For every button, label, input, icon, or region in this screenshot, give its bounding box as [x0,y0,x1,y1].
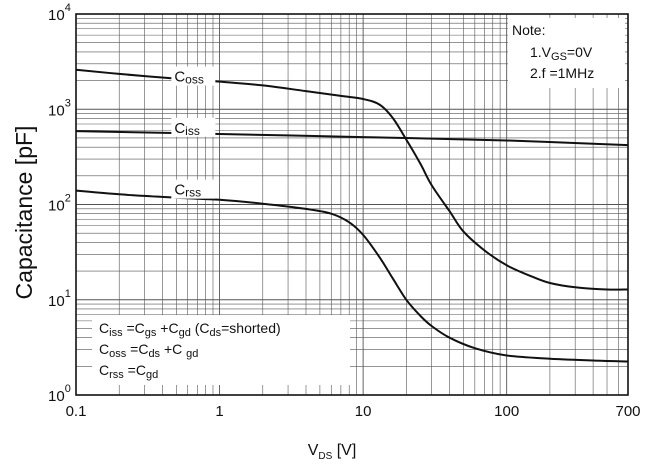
note-title: Note: [512,22,545,38]
x-tick-label: 100 [494,403,519,420]
note-box: Note: 1.VGS=0V 2.f =1MHz [508,18,625,88]
x-axis-title: VDS [V] [308,442,357,462]
equation-line: Ciss =Cgs +Cgd (Cds=shorted) [99,320,281,339]
y-tick-label: 101 [48,288,71,310]
y-axis-title: Capacitance [pF] [11,126,37,300]
tick-labels: 0.1 1 10 100 700 100 101 102 103 104 [48,2,641,420]
y-tick-label: 104 [48,2,71,24]
note-line-2: 2.f =1MHz [530,65,594,81]
axis-titles: VDS [V] Capacitance [pF] [11,126,356,462]
series-label-bg [171,117,216,137]
series-label-bg [171,66,216,86]
x-tick-label: 0.1 [66,403,87,420]
plot-frame [75,13,629,396]
series-label-coss: Coss [174,69,204,87]
equations-box: Ciss =Cgs +Cgd (Cds=shorted) Coss =Cds +C… [92,315,350,385]
curve-crss [75,189,629,363]
x-tick-label: 1 [215,403,223,420]
series-label-bg [171,179,216,199]
curve-ciss [75,130,629,147]
series-label-ciss: Ciss [174,120,200,138]
series-label-crss: Crss [174,182,201,200]
note-line-1: 1.VGS=0V [530,44,593,63]
y-tick-label: 102 [48,193,71,215]
series-curves [75,68,629,363]
equations-bg [92,315,350,385]
plot-border [75,13,629,396]
equation-line: Crss =Cgd [99,362,158,381]
y-tick-label: 100 [48,383,71,405]
y-tick-label: 103 [48,97,71,119]
equation-line: Coss =Cds +C gd [99,341,198,360]
x-tick-label: 700 [615,403,640,420]
note-bg [508,18,625,88]
curve-coss [75,68,629,291]
series-labels: Coss Ciss Crss [171,66,216,200]
x-tick-label: 10 [355,403,372,420]
